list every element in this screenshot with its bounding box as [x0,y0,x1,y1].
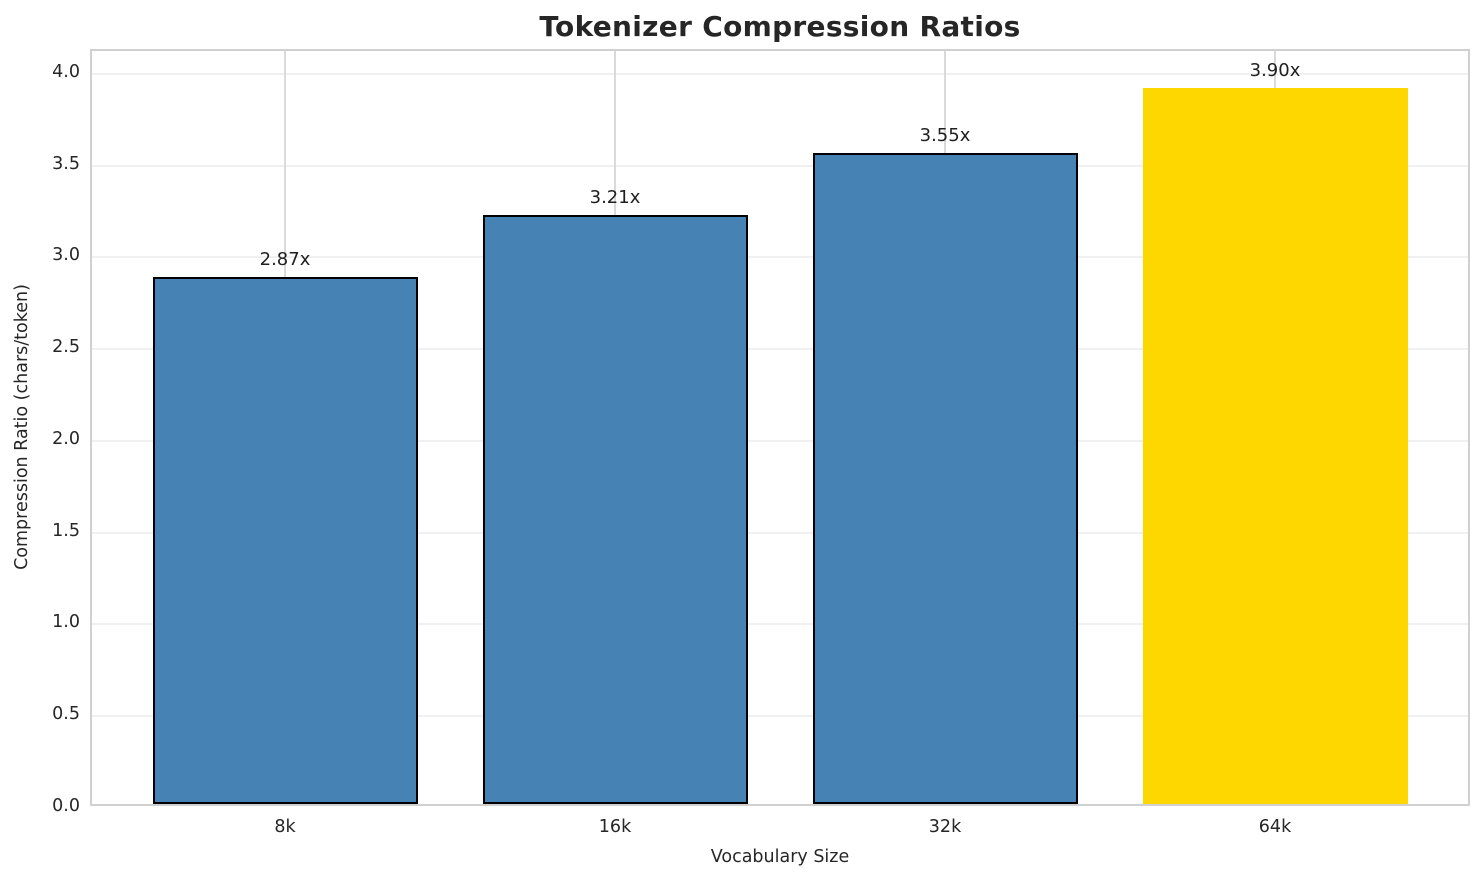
y-gridline [92,256,1468,259]
chart-title: Tokenizer Compression Ratios [539,10,1021,43]
y-gridline [92,715,1468,718]
y-gridline [92,623,1468,626]
x-tick-label: 8k [274,817,296,837]
plot-area: 2.87x 3.21x 3.55x 3.90x [90,49,1470,806]
y-gridline [92,531,1468,534]
y-gridline [92,439,1468,442]
bar-value-label: 3.21x [589,186,641,208]
y-tick-label: 4.0 [52,61,80,82]
x-tick-label: 32k [928,817,962,837]
x-axis-label: Vocabulary Size [710,847,850,867]
bar-16k [482,214,748,804]
x-tick-label: 16k [598,817,632,837]
y-tick-label: 0.0 [52,796,80,816]
bar-32k [812,152,1078,804]
y-gridline [92,72,1468,75]
bar-value-label: 3.55x [919,124,971,146]
y-tick-label: 2.5 [52,337,80,358]
y-gridline [92,348,1468,351]
y-tick-label: 1.5 [52,520,80,541]
y-tick-label: 1.0 [52,612,80,633]
x-tick-label: 64k [1258,817,1292,837]
bar-8k [152,277,418,804]
y-gridline [92,164,1468,167]
y-tick-label: 3.0 [52,245,80,266]
y-tick-label: 0.5 [52,704,80,725]
y-tick-label: 3.5 [52,153,80,174]
bar-value-label: 3.90x [1249,60,1301,82]
bar-64k [1142,88,1408,804]
y-tick-label: 2.0 [52,428,80,449]
bar-value-label: 2.87x [259,249,311,271]
